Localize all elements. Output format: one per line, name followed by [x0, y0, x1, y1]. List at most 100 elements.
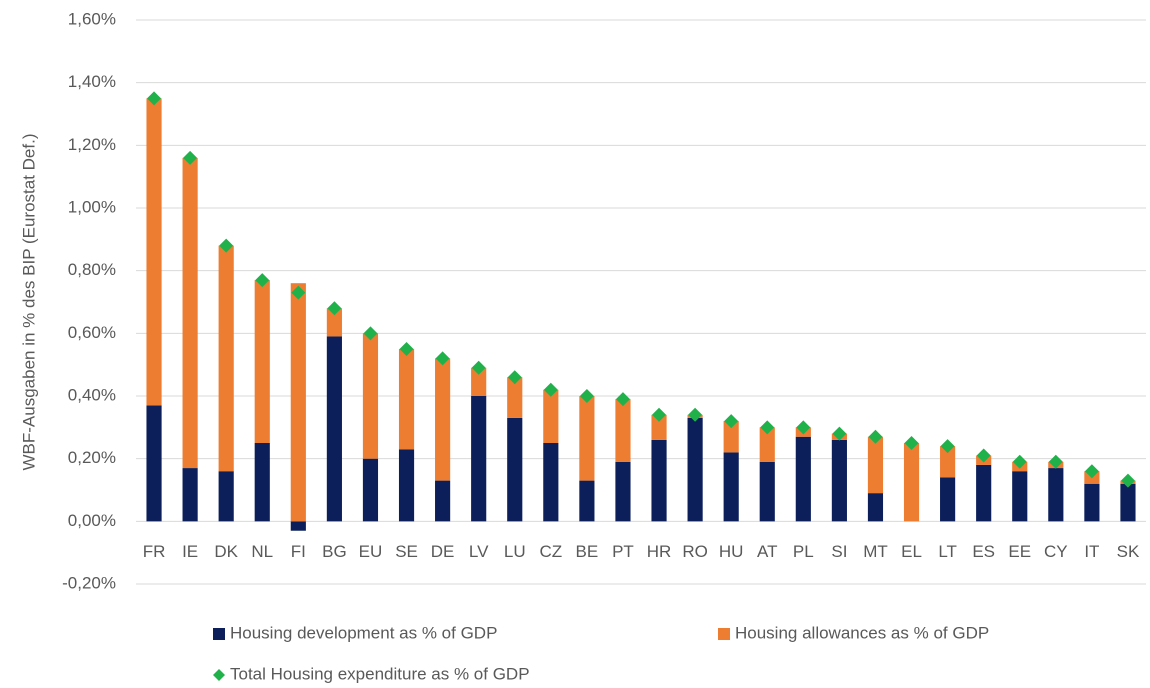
total-marker [219, 238, 234, 253]
total-marker [652, 407, 667, 422]
bar-segment [398, 349, 415, 450]
bar-segment [1012, 471, 1028, 522]
y-tick-label: 0,00% [68, 511, 116, 530]
x-tick-label: CY [1044, 542, 1068, 561]
bar-segment [1084, 483, 1100, 522]
total-marker [291, 285, 306, 300]
x-tick-label: HU [719, 542, 744, 561]
legend-swatch [213, 628, 225, 640]
total-marker [724, 414, 739, 429]
total-marker [1048, 454, 1063, 469]
x-tick-label: FI [291, 542, 306, 561]
bar-segment [579, 396, 595, 481]
bar-segment [795, 436, 811, 522]
bar-segment [759, 427, 775, 462]
total-marker [832, 426, 847, 441]
bar-segment [940, 446, 956, 478]
total-marker [435, 351, 450, 366]
x-tick-label: IT [1084, 542, 1099, 561]
y-tick-label: 1,00% [68, 197, 116, 216]
total-marker [1084, 464, 1099, 479]
legend-label: Total Housing expenditure as % of GDP [230, 664, 530, 683]
x-tick-label: LU [504, 542, 526, 561]
total-marker [688, 407, 703, 422]
x-tick-label: EL [901, 542, 922, 561]
x-tick-label: EU [359, 542, 383, 561]
total-marker [904, 436, 919, 450]
total-marker [1120, 473, 1135, 488]
bar-segment [471, 367, 487, 396]
bar-segment [651, 439, 667, 522]
x-tick-label: SK [1117, 542, 1140, 561]
x-tick-label: BE [576, 542, 599, 561]
y-tick-label: 0,40% [68, 385, 116, 404]
bar-segment [182, 468, 198, 522]
bar-segment [507, 417, 523, 522]
bar-segment [254, 443, 270, 522]
x-tick-label: BG [322, 542, 347, 561]
bar-segment [326, 308, 342, 337]
x-tick-label: RO [682, 542, 708, 561]
bar-segment [615, 399, 631, 462]
total-marker [327, 301, 342, 316]
total-marker [255, 273, 270, 288]
bar-segment [146, 405, 162, 522]
bar-segment [182, 157, 198, 469]
bar-segment [543, 389, 559, 443]
bar-segment [615, 461, 631, 522]
total-marker [579, 389, 594, 403]
x-tick-label: DK [214, 542, 238, 561]
x-tick-label: HR [647, 542, 672, 561]
x-tick-label: MT [863, 542, 888, 561]
x-tick-label: SI [831, 542, 847, 561]
bar-segment [1048, 468, 1064, 522]
total-marker [471, 360, 486, 375]
bar-segment [218, 245, 234, 472]
bar-segment [398, 449, 415, 522]
bar-segment [651, 414, 667, 440]
legend-label: Housing allowances as % of GDP [735, 623, 989, 642]
x-tick-label: EE [1008, 542, 1031, 561]
bar-segment [435, 480, 451, 522]
bar-segment [1120, 483, 1136, 522]
x-tick-label: CZ [539, 542, 562, 561]
bar-segment [507, 377, 523, 418]
legend-label: Housing development as % of GDP [230, 623, 497, 642]
bar-segment [290, 521, 306, 531]
x-tick-label: LV [469, 542, 489, 561]
bar-segment [362, 458, 379, 522]
total-marker [760, 420, 775, 435]
total-marker [1012, 454, 1027, 469]
total-marker [147, 91, 162, 106]
total-marker [796, 420, 811, 435]
x-tick-label: LT [938, 542, 957, 561]
bar-segment [362, 333, 379, 459]
bar-segment [867, 436, 884, 494]
y-axis-title: WBF-Ausgaben in % des BIP (Eurostat Def.… [19, 134, 38, 471]
total-marker [507, 370, 522, 385]
bar-segment [290, 283, 306, 522]
bar-segment [254, 280, 270, 443]
total-marker [976, 448, 991, 463]
bar-segment [976, 464, 992, 522]
y-tick-label: 1,40% [68, 72, 116, 91]
x-tick-label: AT [757, 542, 777, 561]
x-tick-label: SE [395, 542, 418, 561]
bar-segment [831, 439, 847, 522]
y-tick-label: 0,20% [68, 448, 116, 467]
y-tick-label: -0,20% [62, 573, 116, 592]
bar-segment [579, 480, 595, 522]
bar-segment [435, 358, 451, 481]
total-marker [868, 429, 883, 444]
x-tick-label: ES [972, 542, 995, 561]
bar-segment [326, 336, 342, 522]
bar-segment [723, 421, 739, 453]
bar-segment [867, 493, 884, 522]
y-tick-label: 1,20% [68, 135, 116, 154]
bar-segment [723, 452, 739, 522]
total-marker [183, 150, 198, 165]
legend-swatch [718, 628, 730, 640]
x-tick-label: FR [143, 542, 166, 561]
total-marker [940, 439, 955, 454]
